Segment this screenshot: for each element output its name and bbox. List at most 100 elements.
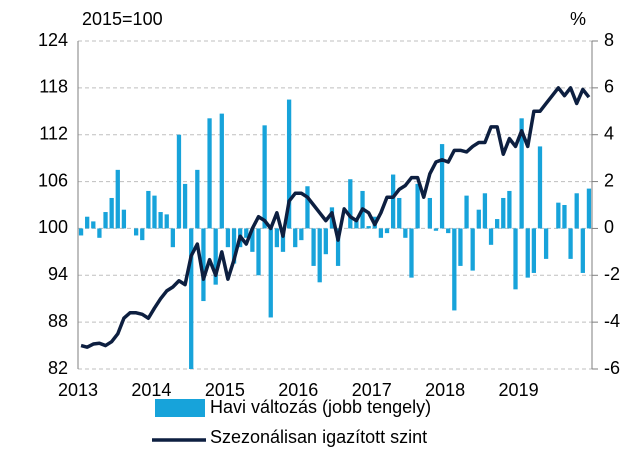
y-tick-label: 106 <box>38 170 68 190</box>
bar <box>366 226 371 229</box>
bar <box>513 228 518 290</box>
bar <box>158 212 163 229</box>
bar <box>201 228 206 302</box>
bar <box>256 228 261 276</box>
bar <box>225 228 231 248</box>
bar <box>378 228 384 238</box>
bar <box>262 125 267 229</box>
bar <box>482 193 488 229</box>
bar <box>556 202 561 229</box>
bar <box>568 228 573 259</box>
bar <box>507 190 512 229</box>
bar <box>189 228 194 369</box>
y2-tick-label: -6 <box>604 358 620 378</box>
bar <box>452 228 457 311</box>
bar <box>409 228 414 278</box>
bar <box>164 214 169 229</box>
x-tick-label: 2018 <box>425 380 465 400</box>
bar <box>293 228 298 248</box>
bar <box>170 228 175 248</box>
x-tick-label: 2016 <box>278 380 318 400</box>
bar <box>280 228 286 252</box>
bar <box>97 228 102 238</box>
bar <box>219 113 224 229</box>
x-tick-label: 2015 <box>205 380 245 400</box>
bar <box>305 186 310 229</box>
bar <box>354 219 359 229</box>
bar <box>250 228 255 252</box>
x-tick-label: 2014 <box>131 380 171 400</box>
x-tick-label: 2017 <box>352 380 392 400</box>
bar <box>574 193 579 229</box>
bar <box>470 228 475 271</box>
bar <box>458 228 463 266</box>
bar <box>519 118 524 229</box>
y-tick-label: 118 <box>39 77 68 97</box>
y-tick-label: 94 <box>48 264 68 284</box>
bar <box>152 195 157 229</box>
bar <box>91 221 96 229</box>
legend-label: Havi változás (jobb tengely) <box>210 397 431 417</box>
bar <box>488 228 494 245</box>
bar <box>286 99 292 229</box>
y2-tick-label: -2 <box>604 264 620 284</box>
bar <box>231 228 237 264</box>
bar <box>464 195 469 229</box>
bar <box>213 228 218 285</box>
legend-label: Szezonálisan igazított szint <box>210 427 427 447</box>
bar <box>439 144 445 229</box>
legend-swatch <box>155 399 205 417</box>
bar <box>501 197 506 229</box>
bar <box>182 183 188 229</box>
bar <box>531 228 537 273</box>
left-unit: 2015=100 <box>82 9 163 29</box>
bar <box>121 209 127 229</box>
bar <box>146 190 151 229</box>
bar <box>537 146 543 229</box>
y-tick-label: 82 <box>48 358 68 378</box>
bar <box>103 212 108 229</box>
bar <box>580 228 585 273</box>
bar <box>427 197 432 229</box>
bar <box>348 179 353 229</box>
y-tick-label: 124 <box>38 30 68 50</box>
bar <box>78 228 84 236</box>
bar <box>244 228 249 238</box>
bar <box>415 183 420 229</box>
line <box>80 86 591 349</box>
bar <box>140 228 145 241</box>
bar <box>299 228 304 241</box>
y2-tick-label: 0 <box>604 217 614 237</box>
bar <box>268 228 273 318</box>
y2-tick-label: 6 <box>604 77 614 97</box>
bar <box>274 228 280 248</box>
y2-tick-label: -4 <box>604 311 620 331</box>
bar <box>133 228 139 236</box>
y2-tick-label: 8 <box>604 30 614 50</box>
bar <box>433 228 439 231</box>
bar <box>207 118 212 229</box>
bar <box>195 169 200 229</box>
bar <box>397 197 402 229</box>
x-tick-label: 2013 <box>58 380 98 400</box>
bar <box>403 228 408 238</box>
bar <box>317 228 322 283</box>
bar <box>115 169 120 229</box>
y-tick-label: 100 <box>38 217 68 237</box>
bar <box>323 228 328 255</box>
bar <box>543 228 549 259</box>
bar <box>562 205 567 229</box>
y-tick-label: 88 <box>48 311 68 331</box>
bar <box>495 219 500 229</box>
x-tick-label: 2019 <box>499 380 539 400</box>
bar <box>446 228 451 234</box>
right-unit: % <box>570 9 586 29</box>
bar <box>176 134 182 229</box>
bar <box>586 188 592 229</box>
y-tick-label: 112 <box>39 123 68 143</box>
bar <box>311 228 316 266</box>
bar <box>525 228 530 278</box>
y2-tick-label: 2 <box>604 170 614 190</box>
bar <box>390 174 396 229</box>
